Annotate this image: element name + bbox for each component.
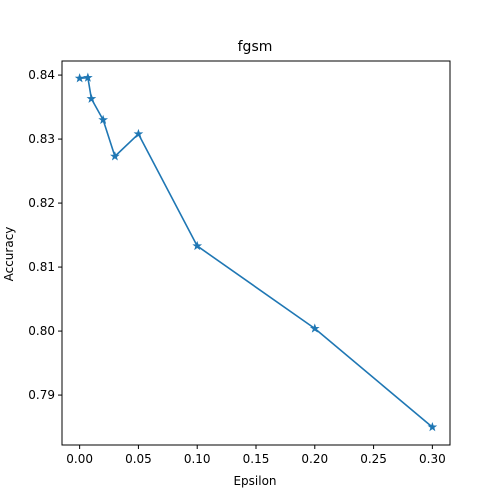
y-tick-label: 0.83	[28, 132, 55, 146]
x-axis: 0.00 0.05 0.10 0.15 0.20 0.25 0.30	[66, 445, 446, 466]
x-tick-label: 0.25	[360, 452, 387, 466]
y-tick-label: 0.82	[28, 196, 55, 210]
data-point-star	[86, 93, 97, 103]
y-tick-label: 0.80	[28, 324, 55, 338]
data-point-star	[309, 323, 320, 333]
y-axis-label: Accuracy	[2, 227, 16, 282]
data-point-star	[83, 72, 93, 82]
y-tick-label: 0.81	[28, 260, 55, 274]
data-point-star	[74, 73, 85, 83]
x-tick-label: 0.15	[243, 452, 270, 466]
data-point-star	[427, 421, 438, 432]
data-point-star	[98, 114, 109, 125]
chart-title: fgsm	[238, 39, 273, 55]
data-point-star	[110, 151, 120, 161]
x-tick-label: 0.30	[419, 452, 446, 466]
x-tick-label: 0.05	[125, 452, 152, 466]
x-tick-label: 0.20	[301, 452, 328, 466]
y-tick-label: 0.79	[28, 388, 55, 402]
data-point-star	[133, 128, 144, 139]
y-axis: 0.79 0.80 0.81 0.82 0.83 0.84	[28, 68, 62, 402]
y-tick-label: 0.84	[28, 68, 55, 82]
x-tick-label: 0.00	[66, 452, 93, 466]
data-point-star	[192, 240, 203, 251]
plot-area	[61, 60, 451, 446]
x-tick-label: 0.10	[184, 452, 211, 466]
x-axis-label: Epsilon	[233, 474, 276, 488]
